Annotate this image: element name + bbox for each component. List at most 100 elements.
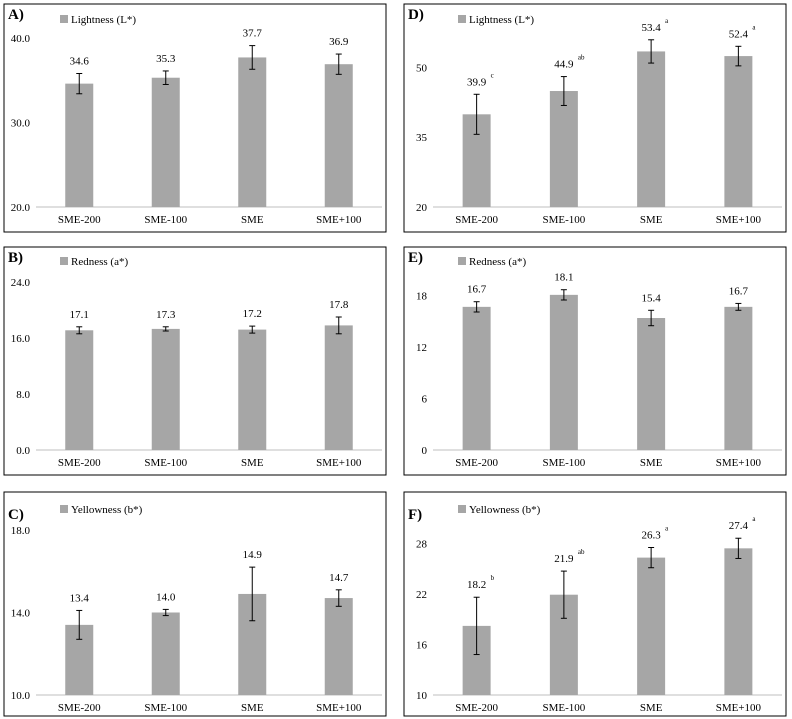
x-tick-label: SME-100 <box>144 702 187 714</box>
data-label: 17.8 <box>329 299 349 311</box>
x-tick-label: SME-200 <box>455 702 498 714</box>
significance-letter: a <box>665 17 669 25</box>
y-tick-label: 14.0 <box>11 608 31 620</box>
x-tick-label: SME <box>241 457 264 469</box>
y-tick-label: 40.0 <box>11 33 31 45</box>
legend-label: Lightness (L*) <box>71 14 136 26</box>
panel-frame <box>403 3 787 233</box>
y-tick-label: 28 <box>416 538 428 550</box>
significance-letter: a <box>752 23 756 31</box>
bar-sme <box>637 318 666 450</box>
legend-label: Yellowness (b*) <box>71 504 143 516</box>
legend-swatch <box>60 257 68 265</box>
bar-sme-100 <box>549 91 578 207</box>
legend-label: Lightness (L*) <box>469 14 534 26</box>
bar-sme <box>238 329 267 450</box>
data-label: 39.9 <box>467 76 487 88</box>
panel-label: D) <box>408 7 424 23</box>
data-label: 36.9 <box>329 36 349 48</box>
data-label: 52.4 <box>729 28 749 40</box>
data-label: 13.4 <box>70 592 90 604</box>
panel-label: C) <box>8 507 24 523</box>
x-tick-label: SME-200 <box>58 457 101 469</box>
y-tick-label: 0.0 <box>16 445 30 457</box>
legend-swatch <box>458 505 466 513</box>
x-tick-label: SME+100 <box>716 457 762 469</box>
y-tick-label: 12 <box>416 342 427 354</box>
y-tick-label: 20.0 <box>11 202 31 214</box>
data-label: 14.9 <box>243 549 263 561</box>
y-tick-label: 8.0 <box>16 389 30 401</box>
x-tick-label: SME-100 <box>542 457 585 469</box>
x-tick-label: SME <box>241 702 264 714</box>
significance-letter: ab <box>578 548 585 556</box>
y-tick-label: 30.0 <box>11 118 31 130</box>
bar-sme-200 <box>65 83 94 207</box>
panel-label: F) <box>408 507 422 523</box>
panel-b: B) Redness (a*) 0.0 8.0 16.0 24.0 17.1 SME-200 1… <box>3 246 387 476</box>
y-tick-label: 6 <box>422 394 428 406</box>
panel-label: A) <box>8 7 24 23</box>
bar-sme-100 <box>324 598 353 695</box>
data-label: 15.4 <box>642 292 662 304</box>
x-tick-label: SME-100 <box>144 457 187 469</box>
data-label: 21.9 <box>554 553 574 565</box>
x-tick-label: SME <box>640 702 663 714</box>
bar-sme <box>637 51 666 207</box>
data-label: 16.7 <box>729 285 749 297</box>
legend-swatch <box>60 15 68 23</box>
data-label: 17.1 <box>70 309 89 321</box>
legend-swatch <box>458 15 466 23</box>
x-tick-label: SME <box>241 214 264 226</box>
bar-sme-100 <box>724 56 753 207</box>
data-label: 34.6 <box>70 55 90 67</box>
panel-frame <box>403 246 787 476</box>
bar-sme-100 <box>151 328 180 450</box>
panel-frame <box>3 491 387 717</box>
legend-swatch <box>60 505 68 513</box>
data-label: 26.3 <box>642 530 662 542</box>
panel-f: F) Yellowness (b*) 10 16 22 28 18.2 b SME-200 21.… <box>403 491 787 717</box>
x-tick-label: SME <box>640 214 663 226</box>
panel-d: D) Lightness (L*) 20 35 50 39.9 c SME-200 44.9 ab… <box>403 3 787 233</box>
data-label: 27.4 <box>729 520 749 532</box>
x-tick-label: SME-100 <box>542 702 585 714</box>
data-label: 17.2 <box>243 308 262 320</box>
significance-letter: ab <box>578 54 585 62</box>
bar-sme <box>238 57 267 208</box>
bar-sme-200 <box>462 306 491 450</box>
bar-sme-100 <box>724 548 753 695</box>
panel-frame <box>403 491 787 717</box>
data-label: 14.7 <box>329 572 349 584</box>
x-tick-label: SME-200 <box>58 214 101 226</box>
legend-label: Redness (a*) <box>71 256 128 268</box>
panel-frame <box>3 246 387 476</box>
y-tick-label: 18 <box>416 291 428 303</box>
x-tick-label: SME-200 <box>58 702 101 714</box>
legend-label: Yellowness (b*) <box>469 504 541 516</box>
x-tick-label: SME-100 <box>144 214 187 226</box>
x-tick-label: SME-200 <box>455 457 498 469</box>
y-tick-label: 18.0 <box>11 525 31 537</box>
y-tick-label: 22 <box>416 589 427 601</box>
data-label: 16.7 <box>467 284 487 296</box>
bar-sme-100 <box>724 306 753 450</box>
y-tick-label: 20 <box>416 202 428 214</box>
significance-letter: a <box>665 525 669 533</box>
panel-frame <box>3 3 387 233</box>
panel-c: C) Yellowness (b*) 10.0 14.0 18.0 13.4 SME-200… <box>3 491 387 717</box>
bar-sme-100 <box>549 294 578 450</box>
y-tick-label: 50 <box>416 62 428 74</box>
y-tick-label: 35 <box>416 132 428 144</box>
y-tick-label: 10.0 <box>11 690 31 702</box>
x-tick-label: SME+100 <box>316 702 362 714</box>
panel-label: E) <box>408 250 423 266</box>
data-label: 17.3 <box>156 309 176 321</box>
data-label: 14.0 <box>156 591 176 603</box>
data-label: 18.1 <box>554 272 573 284</box>
panel-label: B) <box>8 250 23 266</box>
bar-sme-100 <box>324 64 353 207</box>
y-tick-label: 16.0 <box>11 333 31 345</box>
data-label: 35.3 <box>156 53 176 65</box>
